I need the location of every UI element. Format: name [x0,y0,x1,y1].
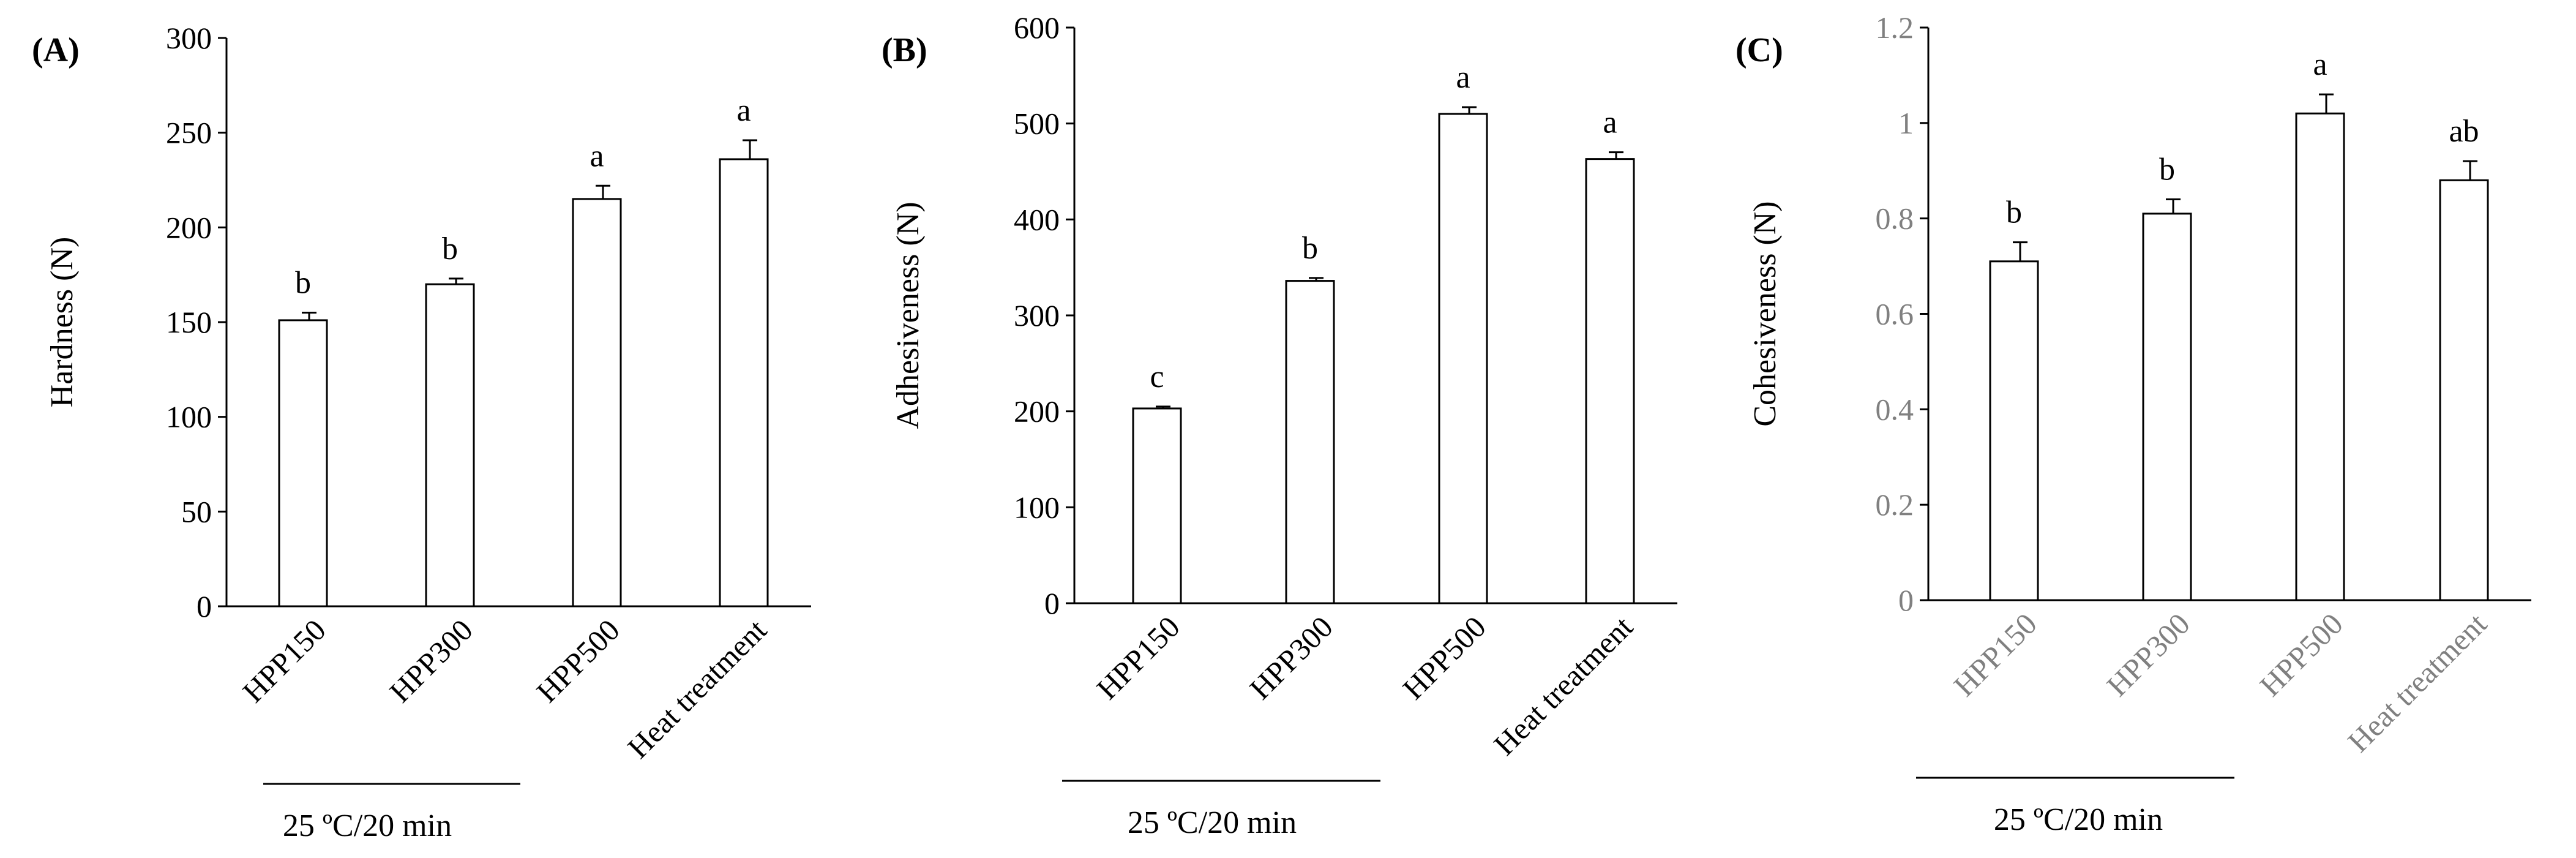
significance-letter: b [442,231,458,266]
y-tick-label: 600 [1014,10,1060,45]
x-category-label: HPP300 [383,612,479,709]
significance-letter: ab [2449,114,2479,149]
y-axis-title: Cohesiveness (N) [1748,201,1783,426]
x-category-label: Heat treatment [1487,609,1639,762]
x-category-label: HPP300 [1243,609,1339,706]
y-tick-label: 250 [166,116,212,150]
x-category-label: Heat treatment [621,612,773,765]
significance-letter: b [2006,195,2022,230]
panel-label: (A) [32,31,80,69]
bar-hpp300 [1285,280,1335,604]
y-tick-label: 1 [1898,106,1914,140]
x-category-label: HPP150 [1090,609,1186,706]
panel-label: (B) [882,31,927,69]
group-label: 25 ºC/20 min [283,808,452,843]
x-category-label: HPP150 [236,612,332,709]
bar-heat-treatment [719,158,769,608]
significance-letter: a [590,138,604,173]
bar-hpp150 [1989,260,2039,601]
significance-letter: b [2159,152,2175,187]
bar-hpp150 [278,319,328,608]
y-tick-label: 300 [1014,298,1060,333]
bar-hpp150 [1132,407,1182,604]
panel-a: (A) 0 50 100 150 200 250 300 Hardness (N) b HPP150… [32,21,811,843]
y-tick-label: 1.2 [1876,10,1914,45]
panel-label: (C) [1735,31,1783,69]
y-tick-label: 200 [166,210,212,244]
x-category-label: HPP500 [530,612,626,709]
y-tick-label: 400 [1014,202,1060,236]
bar-heat-treatment [2439,179,2489,601]
y-tick-label: 100 [166,400,212,434]
y-tick-label: 0 [1898,583,1914,617]
y-tick-label: 0.6 [1876,297,1914,331]
y-tick-label: 500 [1014,107,1060,141]
significance-letter: a [2313,47,2327,82]
y-tick-label: 300 [166,21,212,55]
group-label: 25 ºC/20 min [1128,805,1297,840]
y-tick-label: 150 [166,305,212,339]
significance-letter: a [1603,105,1617,140]
bar-hpp500 [2295,112,2345,601]
y-tick-label: 0.2 [1876,487,1914,522]
significance-letter: a [1456,60,1470,95]
significance-letter: a [736,93,751,128]
x-category-label: HPP150 [1947,606,2043,702]
y-axis-title: Adhesiveness (N) [891,201,926,429]
significance-letter: b [1302,231,1318,266]
x-category-label: HPP500 [1396,609,1492,706]
y-tick-label: 50 [181,494,212,529]
bar-hpp300 [2142,213,2192,601]
bar-hpp500 [572,198,622,608]
panel-c: (C) 0 0.2 0.4 0.6 0.8 1 1.2 Cohesiveness (N) b HPP… [1735,10,2531,837]
y-tick-label: 100 [1014,490,1060,524]
panel-b: (B) 0 100 200 300 400 500 600 Adhesiveness (N) c H… [882,10,1677,840]
y-tick-label: 0.8 [1876,201,1914,236]
x-category-label: Heat treatment [2341,606,2493,759]
x-category-label: HPP500 [2253,606,2349,702]
bar-hpp300 [425,283,475,608]
y-tick-label: 200 [1014,394,1060,429]
y-tick-label: 0 [197,589,212,623]
significance-letter: c [1150,359,1164,394]
y-tick-label: 0 [1044,586,1060,620]
bar-heat-treatment [1585,158,1635,604]
x-category-label: HPP300 [2100,606,2196,702]
y-tick-label: 0.4 [1876,392,1914,426]
bar-hpp500 [1438,113,1488,604]
significance-letter: b [295,266,311,301]
group-label: 25 ºC/20 min [1994,802,2163,837]
y-axis-title: Hardness (N) [45,237,80,408]
